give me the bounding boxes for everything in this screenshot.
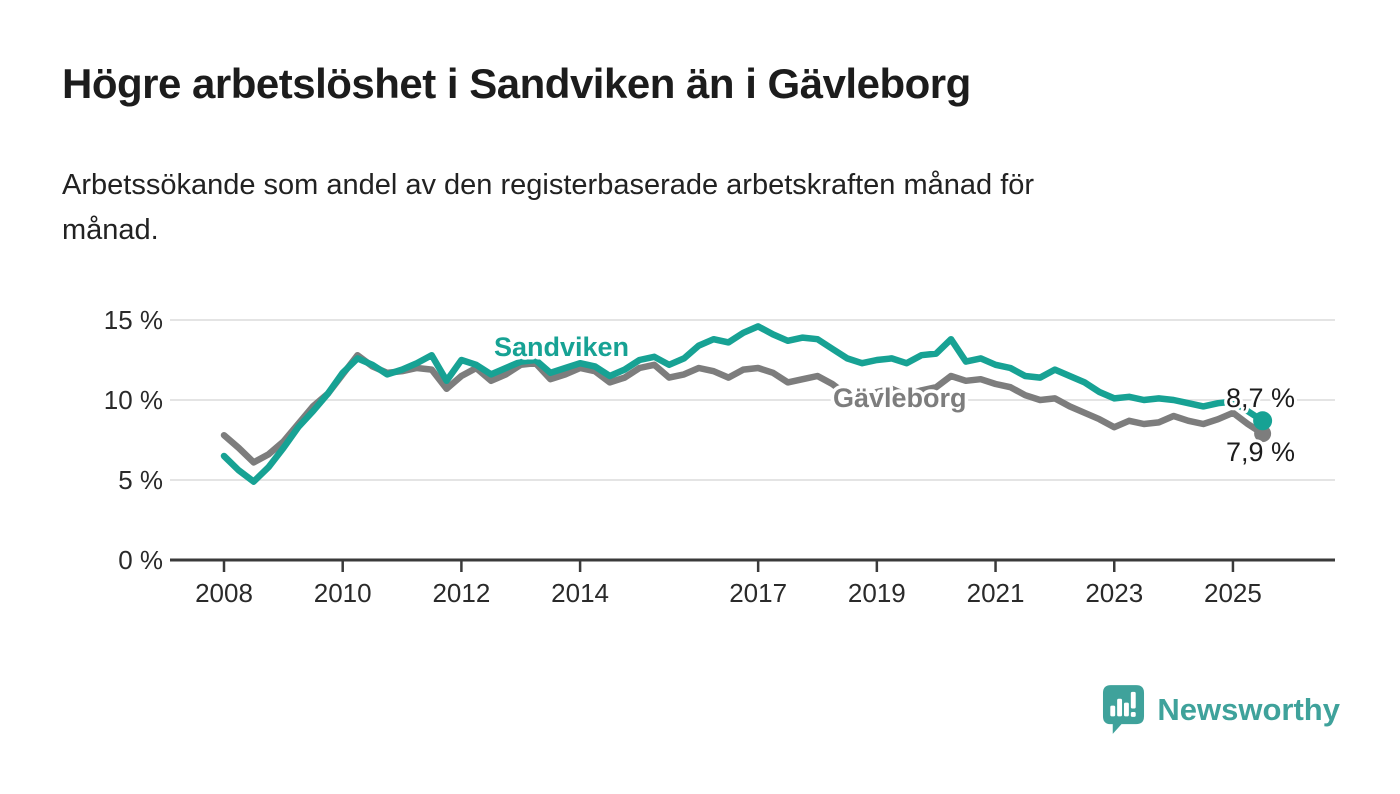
- end-value-label-gävleborg: 7,9 %: [1226, 437, 1295, 467]
- bar-icon-2: [1117, 698, 1123, 717]
- x-axis-tick-label: 2023: [1085, 578, 1143, 608]
- end-value-label-sandviken: 8,7 %: [1226, 383, 1295, 413]
- newsworthy-logo-icon: [1103, 685, 1145, 734]
- bar-icon-1: [1110, 705, 1116, 717]
- y-axis-tick-label: 5 %: [118, 465, 163, 495]
- series-line-sandviken: [220, 323, 1266, 485]
- series-end-dot-sandviken: [1253, 411, 1273, 431]
- x-axis-tick-label: 2012: [432, 578, 490, 608]
- series-label-gävleborg: Gävleborg: [833, 383, 967, 413]
- chart-subtitle: Arbetssökande som andel av den registerb…: [62, 169, 1035, 246]
- y-axis-tick-label: 0 %: [118, 545, 163, 575]
- exclamation-bar-icon: [1131, 691, 1137, 709]
- bar-icon-3: [1124, 702, 1130, 717]
- x-axis-tick-label: 2017: [729, 578, 787, 608]
- x-axis-tick-label: 2021: [967, 578, 1025, 608]
- x-axis-tick-label: 2019: [848, 578, 906, 608]
- exclamation-dot-icon: [1131, 711, 1137, 717]
- y-axis-tick-label: 10 %: [104, 385, 163, 415]
- x-axis-tick-label: 2008: [195, 578, 253, 608]
- x-axis-tick-label: 2025: [1204, 578, 1262, 608]
- x-axis-tick-label: 2010: [314, 578, 372, 608]
- brand-footer: Newsworthy: [1102, 684, 1340, 735]
- speech-bubble-shape: [1103, 685, 1145, 734]
- y-axis-tick-label: 15 %: [104, 305, 163, 335]
- page-title: Högre arbetslöshet i Sandviken än i Gävl…: [62, 60, 971, 107]
- series-label-sandviken: Sandviken: [494, 332, 629, 362]
- series-end-dot-gävleborg: [1254, 425, 1272, 443]
- brand-name: Newsworthy: [1157, 691, 1340, 727]
- x-axis-tick-label: 2014: [551, 578, 609, 608]
